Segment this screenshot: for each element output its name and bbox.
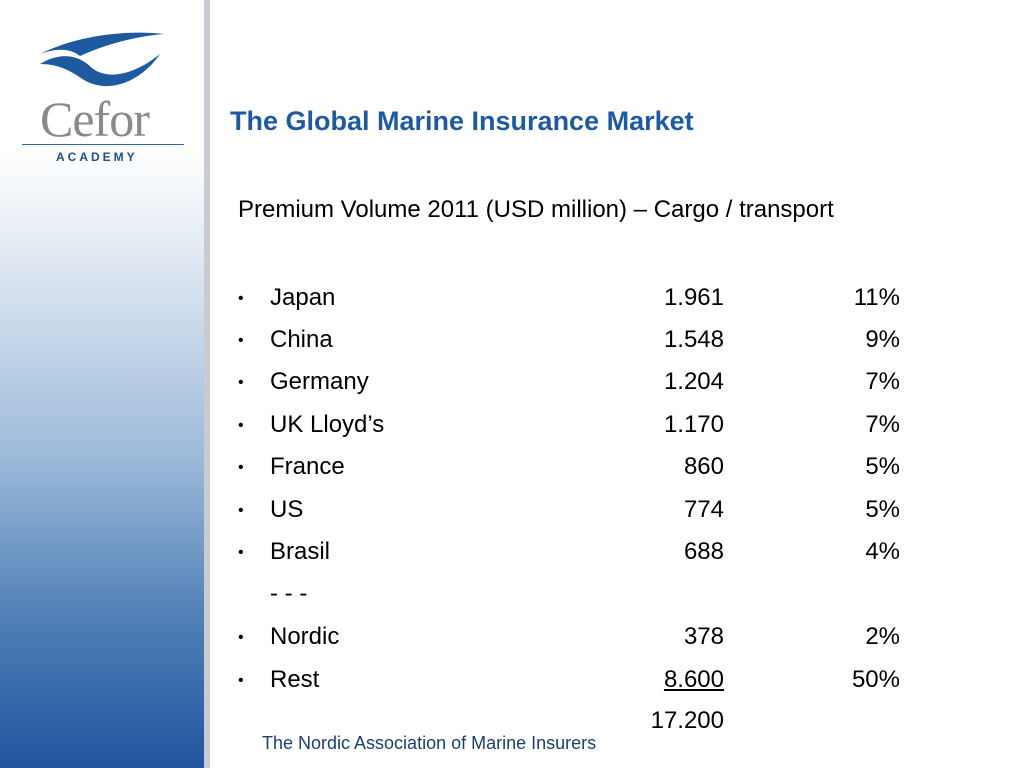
- bullet-icon: •: [238, 374, 244, 391]
- wave-logo-icon: [40, 32, 164, 87]
- premium-value: 688: [598, 538, 724, 566]
- premium-value: 1.548: [598, 326, 724, 354]
- premium-value-text: 8.600: [663, 666, 724, 693]
- country-label: US: [270, 496, 304, 523]
- premium-value: 1.961: [598, 284, 724, 312]
- logo-subtitle: ACADEMY: [56, 150, 138, 164]
- bullet-icon: •: [238, 629, 244, 646]
- share-percent: 7%: [865, 368, 900, 395]
- sidebar-divider: [204, 0, 210, 768]
- premium-value-text: 1.548: [663, 326, 724, 353]
- country-label: UK Lloyd’s: [270, 411, 385, 438]
- footer-text: The Nordic Association of Marine Insurer…: [262, 733, 597, 753]
- premium-value: 774: [598, 496, 724, 524]
- sidebar-gradient: [0, 0, 204, 768]
- premium-value-text: 1.961: [663, 284, 724, 311]
- country-label: - - -: [270, 580, 308, 607]
- share-percent: 50%: [851, 666, 900, 693]
- share-percent: 7%: [865, 411, 900, 438]
- country-label: Germany: [270, 368, 369, 395]
- logo-wordmark: Cefor: [40, 91, 150, 147]
- share-percent: 4%: [865, 538, 900, 565]
- premium-value-text: 1.204: [663, 368, 724, 395]
- country-label: Japan: [270, 284, 336, 311]
- cefor-logo: Cefor ACADEMY: [20, 26, 188, 166]
- premium-value: 1.204: [598, 368, 724, 396]
- premium-value: 8.600: [598, 666, 724, 694]
- bullet-icon: •: [238, 544, 244, 561]
- share-percent: 9%: [865, 326, 900, 353]
- premium-value: 1.170: [598, 411, 724, 439]
- bullet-icon: •: [238, 502, 244, 519]
- premium-value-text: 378: [683, 623, 724, 650]
- bullet-icon: •: [238, 459, 244, 476]
- page-title: The Global Marine Insurance Market: [230, 106, 694, 136]
- bullet-icon: •: [238, 417, 244, 434]
- share-percent: 11%: [853, 284, 900, 311]
- country-label: China: [270, 326, 333, 353]
- country-label: Nordic: [270, 623, 340, 650]
- bullet-icon: •: [238, 672, 244, 689]
- country-label: France: [270, 453, 345, 480]
- country-label: Brasil: [270, 538, 331, 565]
- premium-value-text: 1.170: [663, 411, 724, 438]
- premium-value-text: 688: [683, 538, 724, 565]
- share-percent: 2%: [865, 623, 900, 650]
- share-percent: 5%: [865, 496, 900, 523]
- bullet-icon: •: [238, 332, 244, 349]
- page-subtitle: Premium Volume 2011 (USD million) – Carg…: [238, 196, 834, 223]
- country-label: Rest: [270, 666, 320, 693]
- bullet-icon: •: [238, 290, 244, 307]
- share-percent: 5%: [865, 453, 900, 480]
- premium-value: 860: [598, 453, 724, 481]
- total-value: 17.200: [650, 707, 724, 734]
- premium-value-text: 860: [683, 453, 724, 480]
- logo-divider: [22, 144, 184, 145]
- premium-value: 378: [598, 623, 724, 651]
- premium-value-text: 774: [683, 496, 724, 523]
